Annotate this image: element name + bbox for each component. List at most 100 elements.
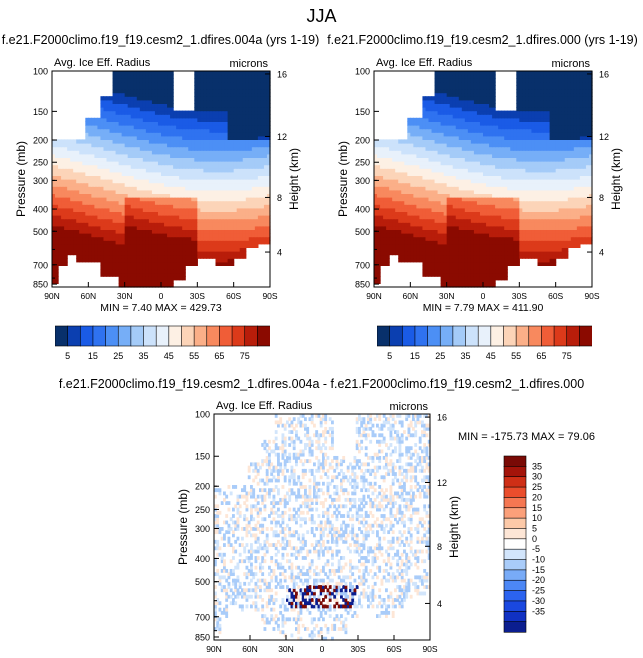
data-cell [170,164,174,169]
data-cell [133,139,138,144]
data-cell [425,236,430,241]
data-cell [440,279,445,284]
data-cell [245,193,250,198]
data-cell [82,153,86,158]
data-cell [88,243,92,248]
data-cell [230,193,235,198]
data-cell [576,229,581,234]
data-cell [157,153,162,158]
data-cell [167,103,171,108]
data-cell [173,132,177,137]
data-cell [492,265,496,270]
data-cell [479,247,484,252]
data-cell [164,132,168,137]
data-cell [161,81,165,86]
data-cell [103,99,108,104]
data-cell [167,251,171,256]
data-cell [236,207,241,212]
data-cell [167,283,171,288]
data-cell [167,146,171,151]
data-cell [121,215,126,220]
data-cell [170,128,174,133]
data-cell [70,251,74,256]
data-cell [151,247,156,252]
data-cell [576,211,581,216]
data-cell [151,193,156,198]
data-cell [489,236,493,241]
data-cell [88,215,92,220]
data-cell [167,96,171,101]
data-cell [127,236,132,241]
data-cell [215,222,220,227]
data-cell [230,251,235,256]
data-cell [489,222,493,227]
data-cell [516,251,520,256]
data-cell [386,229,390,234]
data-cell [154,89,159,94]
data-cell [58,157,62,162]
data-cell [124,243,129,248]
data-cell [185,222,189,227]
data-cell [52,171,56,176]
data-cell [507,254,511,259]
data-cell [85,186,89,191]
data-cell [492,269,496,274]
data-cell [85,211,89,216]
data-cell [221,197,226,202]
data-cell [185,229,189,234]
data-cell [179,186,183,191]
data-cell [561,233,566,238]
data-cell [82,218,86,223]
data-cell [151,279,156,284]
data-cell [191,179,195,184]
data-cell [251,89,256,94]
data-cell [215,200,220,205]
data-cell [133,211,138,216]
data-cell [61,157,65,162]
data-cell [483,204,487,209]
data-cell [476,272,481,277]
data-cell [248,153,253,158]
data-cell [230,229,235,234]
data-cell [567,218,572,223]
data-cell [230,197,235,202]
data-cell [476,279,481,284]
data-cell [64,215,68,220]
data-cell [203,189,208,194]
data-cell [142,96,147,101]
data-cell [185,132,189,137]
data-cell [227,153,232,158]
data-cell [139,247,144,252]
data-cell [136,110,141,115]
data-cell [203,110,208,115]
data-cell [549,218,554,223]
data-cell [431,243,436,248]
data-cell [227,200,232,205]
data-cell [230,218,235,223]
data-cell [245,143,250,148]
data-cell [170,251,174,256]
data-cell [242,215,247,220]
x-tick-label: 60N [81,291,97,301]
data-cell [251,243,256,248]
data-cell [157,128,162,133]
data-cell [121,229,126,234]
data-cell [130,85,135,90]
data-cell [534,211,539,216]
data-cell [224,197,229,202]
data-cell [218,74,223,79]
data-cell [88,175,92,180]
data-cell [154,204,159,209]
data-cell [176,135,180,140]
data-cell [112,89,117,94]
data-cell [495,218,499,223]
data-cell [167,74,171,79]
data-cell [455,218,460,223]
data-cell [139,236,144,241]
data-cell [510,229,514,234]
data-cell [224,171,229,176]
data-cell [461,204,466,209]
colorbar-box [92,325,107,347]
data-cell [157,193,162,198]
data-cell [148,254,153,259]
